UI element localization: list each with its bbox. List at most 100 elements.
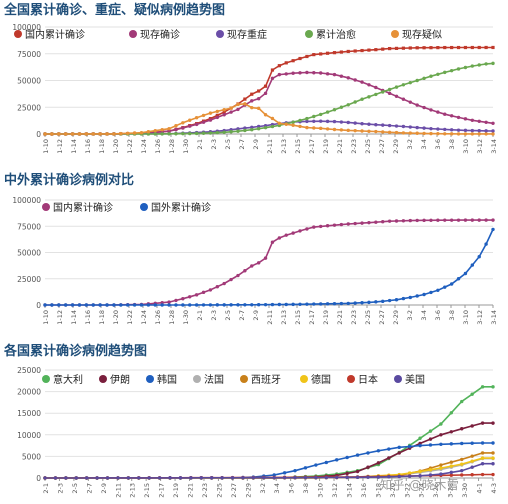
x-tick-label: 2-13 bbox=[280, 139, 288, 154]
data-point bbox=[256, 303, 261, 307]
series-line bbox=[45, 229, 494, 306]
data-point bbox=[215, 285, 220, 289]
data-point bbox=[477, 63, 481, 67]
data-point bbox=[415, 218, 419, 223]
data-point bbox=[422, 126, 426, 130]
legend-marker bbox=[216, 30, 224, 38]
x-tick-label: 3-22 bbox=[403, 483, 411, 498]
data-point bbox=[376, 449, 381, 453]
data-point bbox=[439, 463, 443, 467]
x-tick-label: 1-12 bbox=[56, 310, 64, 325]
data-point bbox=[215, 130, 220, 135]
x-tick-label: 3-12 bbox=[476, 139, 484, 154]
series-8 bbox=[43, 462, 495, 480]
x-tick-label: 2-19 bbox=[322, 310, 330, 325]
data-point bbox=[360, 48, 364, 53]
data-point bbox=[360, 221, 364, 225]
data-point bbox=[456, 115, 461, 120]
data-point bbox=[319, 52, 323, 56]
x-tick-label: 2-15 bbox=[294, 139, 302, 154]
x-tick-label: 3-28 bbox=[447, 483, 455, 498]
data-point bbox=[270, 124, 275, 129]
chart-title: 中外累计确诊病例对比 bbox=[4, 172, 134, 188]
y-tick-label: 0 bbox=[36, 301, 41, 310]
legend-label: 国内累计确诊 bbox=[53, 201, 113, 214]
x-tick-label: 2-27 bbox=[230, 483, 238, 498]
legend-marker bbox=[146, 375, 154, 383]
x-tick-label: 1-20 bbox=[112, 139, 120, 154]
data-point bbox=[298, 229, 302, 233]
data-point bbox=[366, 451, 370, 455]
data-point bbox=[105, 132, 109, 136]
data-point bbox=[95, 476, 99, 480]
data-point bbox=[366, 475, 370, 479]
data-point bbox=[387, 298, 392, 303]
data-point bbox=[456, 67, 461, 71]
x-tick-label: 2-25 bbox=[215, 483, 223, 498]
data-point bbox=[439, 472, 443, 476]
data-point bbox=[201, 113, 206, 118]
data-point bbox=[443, 285, 447, 289]
y-tick-label: 5000 bbox=[22, 452, 41, 461]
data-point bbox=[449, 218, 454, 222]
data-point bbox=[367, 48, 371, 52]
data-point bbox=[220, 476, 224, 480]
data-point bbox=[460, 462, 464, 466]
y-tick-label: 50000 bbox=[17, 77, 41, 86]
data-point bbox=[312, 71, 316, 75]
data-point bbox=[463, 132, 468, 136]
data-point bbox=[408, 80, 412, 85]
data-point bbox=[335, 458, 339, 462]
data-point bbox=[263, 84, 268, 88]
data-point bbox=[346, 128, 350, 133]
series-line bbox=[45, 219, 493, 306]
data-point bbox=[360, 80, 364, 84]
data-point bbox=[428, 437, 433, 441]
data-point bbox=[188, 295, 192, 299]
data-point bbox=[449, 68, 454, 73]
data-point bbox=[387, 447, 391, 451]
data-point bbox=[77, 303, 82, 307]
data-point bbox=[43, 476, 47, 480]
x-tick-label: 3-26 bbox=[432, 483, 440, 498]
data-point bbox=[470, 424, 474, 428]
data-point bbox=[346, 301, 350, 306]
data-point bbox=[491, 129, 495, 133]
data-point bbox=[436, 127, 440, 131]
data-point bbox=[215, 113, 219, 117]
data-point bbox=[325, 119, 330, 124]
data-point bbox=[256, 127, 261, 131]
data-point bbox=[84, 132, 89, 136]
x-tick-label: 2-17 bbox=[308, 139, 316, 154]
data-point bbox=[463, 117, 468, 121]
data-point bbox=[236, 129, 240, 133]
data-point bbox=[332, 127, 337, 132]
data-point bbox=[84, 303, 89, 307]
data-point bbox=[209, 476, 214, 480]
data-point bbox=[63, 303, 68, 307]
data-point bbox=[407, 471, 412, 475]
data-point bbox=[312, 225, 316, 229]
data-point bbox=[153, 128, 157, 133]
data-point bbox=[367, 95, 371, 99]
data-point bbox=[418, 436, 422, 440]
data-point bbox=[470, 465, 474, 469]
data-point bbox=[147, 476, 151, 480]
data-point bbox=[168, 476, 172, 480]
data-point bbox=[360, 122, 364, 126]
data-point bbox=[250, 264, 254, 268]
x-tick-label: 2-9 bbox=[252, 139, 260, 150]
series-line bbox=[45, 62, 494, 135]
data-point bbox=[105, 303, 109, 307]
data-point bbox=[222, 130, 226, 134]
data-point bbox=[160, 303, 164, 307]
data-point bbox=[157, 476, 162, 480]
x-tick-label: 2-7 bbox=[85, 483, 93, 494]
x-tick-label: 2-1 bbox=[42, 483, 50, 494]
legend-marker bbox=[391, 30, 399, 38]
chart-panel-3: 各国累计确诊病例趋势图 0 5000 10000 15000 20000 25000 2-1 2… bbox=[3, 343, 498, 498]
data-point bbox=[491, 385, 495, 389]
legend-label: 西班牙 bbox=[251, 374, 281, 386]
data-point bbox=[119, 303, 123, 307]
data-point bbox=[470, 118, 475, 123]
